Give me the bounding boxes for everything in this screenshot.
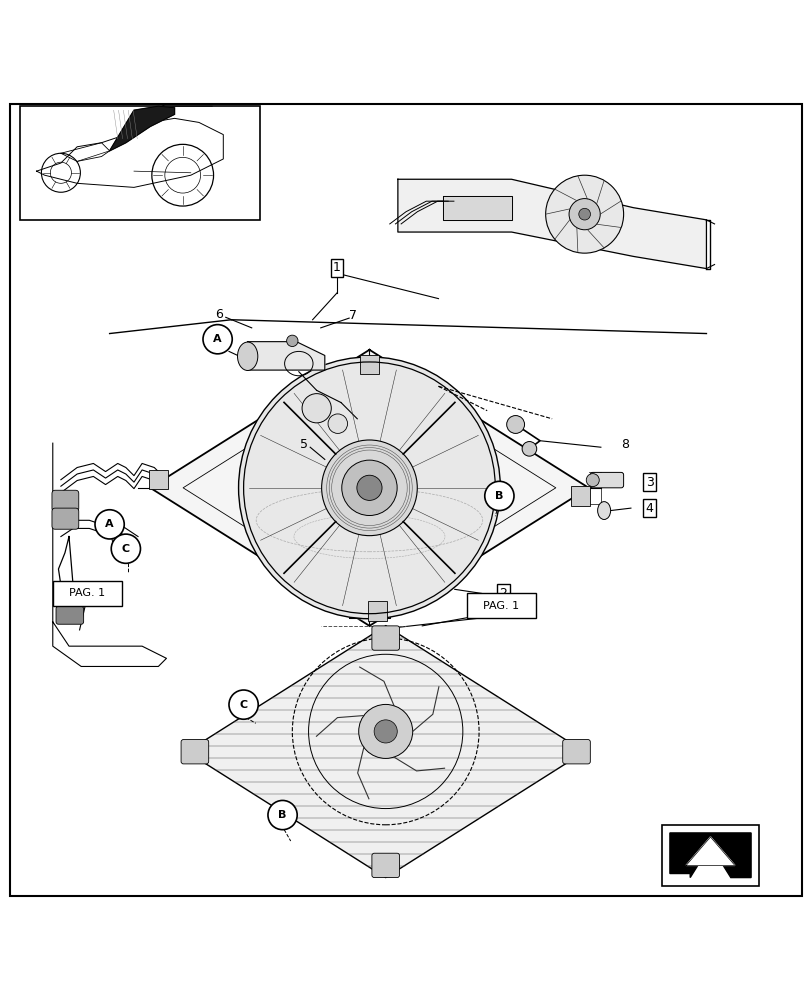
- Text: B: B: [495, 491, 503, 501]
- Text: 8: 8: [620, 438, 629, 451]
- Polygon shape: [187, 626, 584, 878]
- Text: C: C: [239, 700, 247, 710]
- Polygon shape: [397, 179, 706, 269]
- FancyBboxPatch shape: [371, 626, 399, 650]
- Polygon shape: [150, 350, 588, 626]
- Circle shape: [358, 704, 412, 758]
- Text: PAG. 1: PAG. 1: [483, 601, 519, 611]
- Circle shape: [341, 460, 397, 516]
- FancyBboxPatch shape: [56, 589, 84, 606]
- Bar: [359, 355, 379, 374]
- Polygon shape: [685, 837, 734, 865]
- Circle shape: [586, 474, 599, 487]
- Text: B: B: [278, 810, 286, 820]
- Bar: [466, 593, 535, 618]
- Circle shape: [238, 357, 500, 619]
- Polygon shape: [669, 833, 750, 878]
- FancyBboxPatch shape: [371, 853, 399, 878]
- Circle shape: [356, 475, 382, 500]
- FancyBboxPatch shape: [181, 740, 208, 764]
- Circle shape: [286, 335, 298, 347]
- FancyBboxPatch shape: [590, 472, 623, 488]
- Bar: [661, 825, 758, 886]
- Text: 6: 6: [215, 308, 223, 321]
- Bar: [367, 601, 387, 621]
- Circle shape: [95, 510, 124, 539]
- FancyBboxPatch shape: [562, 740, 590, 764]
- Text: 1: 1: [333, 261, 341, 274]
- Bar: [20, 106, 260, 220]
- FancyBboxPatch shape: [52, 490, 79, 511]
- Circle shape: [569, 199, 599, 230]
- Circle shape: [302, 394, 331, 423]
- Circle shape: [578, 208, 590, 220]
- Text: 2: 2: [499, 587, 507, 600]
- Circle shape: [521, 442, 536, 456]
- Polygon shape: [247, 342, 324, 370]
- Circle shape: [545, 175, 623, 253]
- Ellipse shape: [237, 342, 257, 370]
- Bar: [148, 470, 168, 489]
- Bar: [53, 581, 122, 606]
- Circle shape: [328, 414, 347, 433]
- Circle shape: [268, 800, 297, 830]
- Circle shape: [484, 481, 513, 511]
- Text: A: A: [105, 519, 114, 529]
- Circle shape: [229, 690, 258, 719]
- Circle shape: [111, 534, 140, 563]
- Text: C: C: [122, 544, 130, 554]
- Circle shape: [321, 440, 417, 536]
- Circle shape: [506, 416, 524, 433]
- Text: 4: 4: [645, 502, 653, 515]
- FancyBboxPatch shape: [52, 508, 79, 529]
- Text: A: A: [213, 334, 221, 344]
- Polygon shape: [442, 196, 511, 220]
- Polygon shape: [349, 600, 389, 618]
- Ellipse shape: [597, 502, 610, 519]
- Text: PAG. 1: PAG. 1: [69, 588, 105, 598]
- Text: 3: 3: [645, 476, 653, 489]
- Text: 7: 7: [349, 309, 357, 322]
- Circle shape: [203, 325, 232, 354]
- FancyBboxPatch shape: [56, 606, 84, 624]
- Bar: [570, 486, 590, 506]
- Polygon shape: [109, 106, 174, 151]
- Circle shape: [374, 720, 397, 743]
- Text: 5: 5: [300, 438, 308, 451]
